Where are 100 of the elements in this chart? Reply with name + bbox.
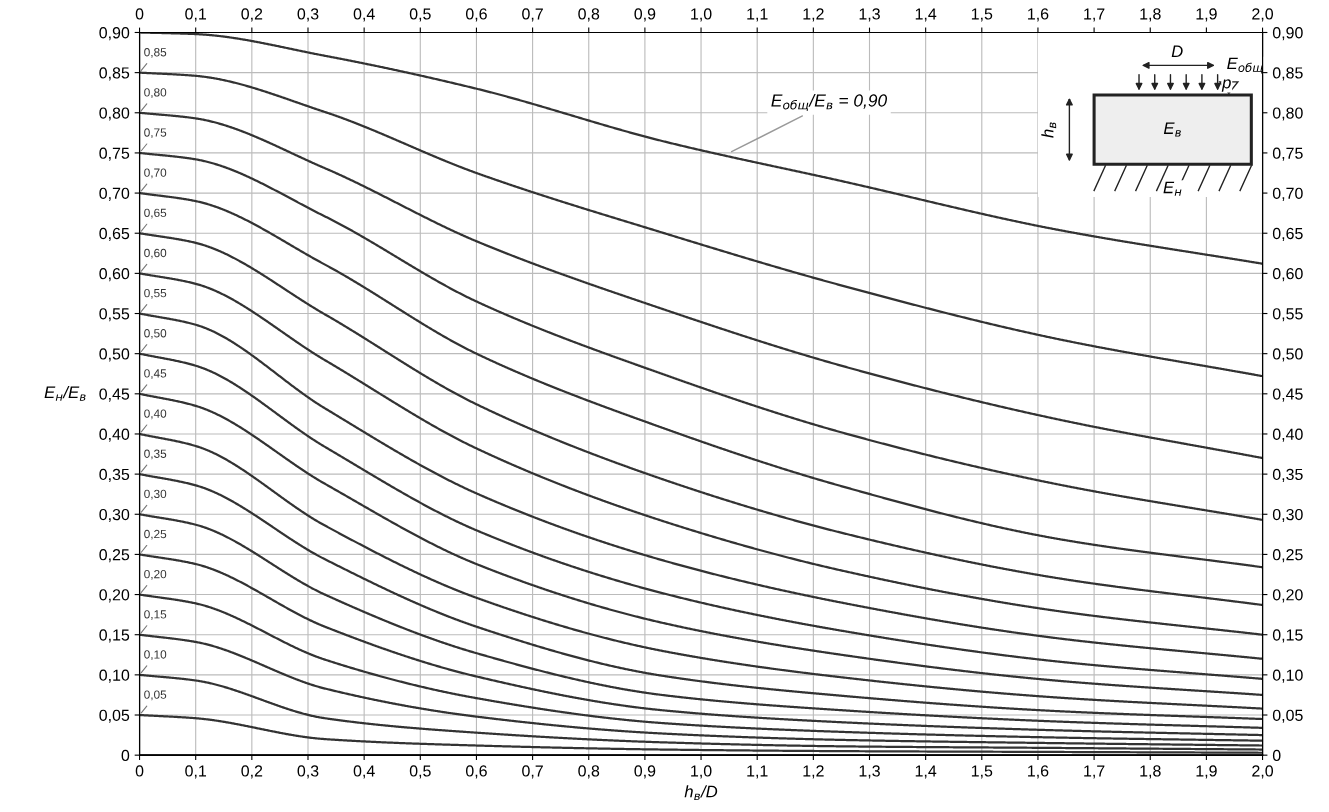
x-tick-label: 0 [135, 765, 144, 777]
y-tick-label: 0,30 [99, 508, 130, 523]
x2-tick-label: 1,5 [971, 8, 993, 22]
y2-tick-label: 0,90 [1272, 27, 1303, 41]
x2-tick-label: 1,4 [915, 8, 937, 22]
series-label: 0,70 [144, 168, 167, 179]
y-tick-label: 0,50 [99, 348, 130, 362]
x2-tick-label: 1,6 [1028, 8, 1049, 22]
x2-tick-label: 0,8 [578, 8, 600, 22]
y2-tick-label: 0,10 [1272, 669, 1303, 683]
x2-tick-label: 1,1 [747, 8, 768, 22]
y2-tick-label: 0,55 [1272, 308, 1303, 322]
y2-tick-label: 0,15 [1272, 629, 1303, 643]
y-axis-title: E$_{н}$/E$_{в}$ [44, 385, 86, 401]
x-tick-label: 2,0 [1252, 765, 1274, 779]
series-label: 0,80 [144, 88, 167, 98]
series-label: 0,50 [144, 329, 167, 339]
annotation: p [1221, 79, 1231, 92]
y2-tick-label: 0,65 [1272, 227, 1303, 242]
x2-tick-label: 1,3 [859, 8, 880, 22]
x2-tick-label: 0,2 [241, 8, 263, 22]
y-tick-label: 0,80 [99, 107, 130, 121]
y-tick-label: 0,15 [99, 629, 130, 643]
series-label: 0,15 [144, 610, 167, 620]
series-label: 0,35 [144, 449, 167, 460]
y2-tick-label: 0,45 [1272, 388, 1303, 402]
y-tick-label: 0,75 [99, 147, 130, 161]
series-label: 0,85 [144, 48, 167, 58]
series-label: 0,05 [144, 690, 167, 701]
y-tick-label: 0,25 [99, 549, 130, 563]
y2-tick-label: 0,60 [1272, 268, 1303, 282]
y2-tick-label: 0,20 [1272, 589, 1303, 603]
series-label: 0,30 [144, 489, 167, 500]
x-tick-label: 0,9 [634, 765, 656, 779]
annotation: h$_{в}$ [1041, 122, 1057, 138]
y2-tick-label: 0 [1272, 749, 1281, 762]
x2-tick-label: 0 [135, 8, 144, 20]
annotation: E$_{общ}$/E$_{в}$ = 0,90 [771, 93, 888, 112]
x2-tick-label: 1,8 [1140, 8, 1161, 22]
x2-tick-label: 0,5 [409, 8, 431, 22]
series-label: 0,60 [144, 248, 167, 259]
x-tick-label: 0,7 [522, 765, 543, 779]
x2-tick-label: 0,9 [634, 8, 656, 22]
y2-tick-label: 0,30 [1272, 508, 1303, 523]
y-tick-label: 0,55 [99, 308, 130, 322]
x-tick-label: 1,5 [971, 765, 993, 779]
x-tick-label: 0,6 [465, 765, 487, 779]
y2-tick-label: 0,25 [1272, 549, 1303, 563]
x2-tick-label: 0,7 [522, 8, 543, 22]
x2-tick-label: 2,0 [1252, 8, 1274, 22]
x2-tick-label: 1,7 [1084, 8, 1105, 22]
series-label: 0,65 [144, 208, 167, 219]
series-label: 0,25 [144, 529, 167, 540]
series-label: 0,40 [144, 409, 167, 420]
x-tick-label: 1,8 [1140, 765, 1161, 779]
y-tick-label: 0,65 [99, 227, 130, 242]
x-tick-label: 0,1 [185, 765, 207, 779]
y-tick-label: 0,10 [99, 669, 130, 683]
y2-tick-label: 0,50 [1272, 348, 1303, 362]
x2-tick-label: 0,3 [297, 8, 319, 22]
x-tick-label: 1,6 [1028, 765, 1049, 779]
y2-tick-label: 0,85 [1272, 67, 1303, 81]
series-label: 0,75 [144, 128, 167, 139]
y-tick-label: 0,40 [99, 428, 130, 442]
x-tick-label: 0,3 [297, 765, 319, 779]
series-label: 0,45 [144, 369, 167, 379]
x2-tick-label: 1,0 [691, 8, 712, 22]
x-tick-label: 0,8 [578, 765, 600, 779]
annotation: E$_{в}$ [1163, 122, 1181, 137]
y2-tick-label: 0,35 [1272, 468, 1303, 482]
x-tick-label: 1,9 [1196, 765, 1217, 779]
x-tick-label: 0,5 [409, 765, 431, 779]
y2-tick-label: 0,70 [1272, 187, 1303, 201]
x-tick-label: 1,0 [691, 765, 712, 779]
y2-tick-label: 0,40 [1272, 428, 1303, 442]
x-tick-label: 1,1 [747, 765, 768, 779]
x2-tick-label: 0,1 [185, 8, 207, 22]
y-tick-label: 0,20 [99, 589, 130, 603]
y2-tick-label: 0,80 [1272, 107, 1303, 121]
x2-tick-label: 1,2 [803, 8, 824, 22]
y-tick-label: 0,45 [99, 388, 130, 402]
y2-tick-label: 0,75 [1272, 147, 1303, 161]
x2-tick-label: 1,9 [1196, 8, 1217, 22]
annotation: E$_{общ}$ [1227, 57, 1263, 74]
y-tick-label: 0,05 [99, 709, 130, 723]
series-label: 0,20 [144, 569, 167, 580]
x2-tick-label: 0,4 [353, 8, 375, 22]
series-label: 0,10 [144, 650, 167, 661]
x-tick-label: 1,4 [915, 765, 937, 779]
x-axis-title: h$_{в}$/D [684, 785, 718, 801]
series-label: 0,55 [144, 288, 167, 299]
x-tick-label: 0,2 [241, 765, 263, 779]
y-tick-label: 0,35 [99, 468, 130, 482]
annotation: D [1171, 45, 1183, 58]
y-tick-label: 0,60 [99, 268, 130, 282]
x-tick-label: 0,4 [353, 765, 375, 779]
y-tick-label: 0 [121, 749, 130, 762]
x2-tick-label: 0,6 [465, 8, 487, 22]
x-tick-label: 1,3 [859, 765, 880, 779]
x-tick-label: 1,2 [803, 765, 824, 779]
